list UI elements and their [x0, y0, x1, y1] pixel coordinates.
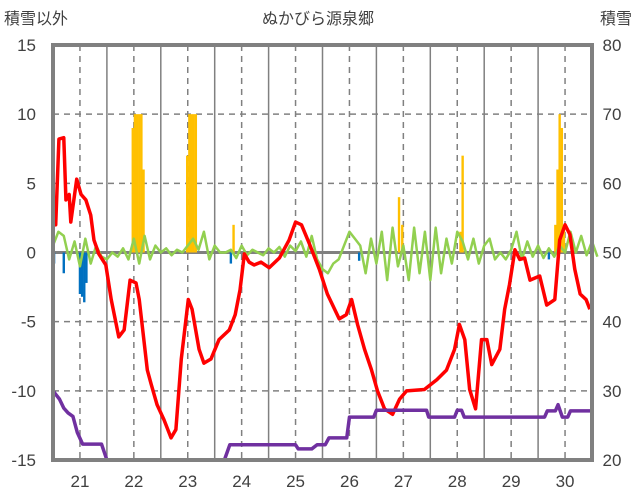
negative-bar	[83, 252, 86, 303]
snowfall-bar	[194, 114, 198, 253]
x-tick-label: 23	[178, 472, 197, 491]
snowfall-bar	[397, 197, 401, 253]
snowfall-bar	[133, 114, 137, 253]
snowfall-bar	[188, 114, 191, 253]
snowfall-bar	[554, 224, 557, 253]
snowfall-bar	[190, 114, 193, 253]
snowfall-bar	[131, 128, 134, 253]
negative-bar	[229, 252, 233, 264]
snowfall-bar	[562, 224, 566, 253]
snowfall-bar	[140, 114, 143, 253]
series-lines	[51, 135, 599, 462]
other-series-line	[51, 226, 599, 282]
x-tick-label: 30	[556, 472, 575, 491]
chart-title: ぬかびら源泉郷	[262, 9, 374, 28]
right-tick-label: 80	[603, 36, 622, 55]
x-tick-label: 25	[286, 472, 305, 491]
x-tick-label: 22	[124, 472, 143, 491]
right-tick-label: 70	[603, 105, 622, 124]
snowfall-bar	[459, 231, 462, 253]
negative-bar	[62, 252, 65, 274]
x-tick-label: 28	[448, 472, 467, 491]
negative-bar	[78, 252, 82, 294]
snowfall-bar	[138, 114, 141, 253]
left-tick-label: 0	[27, 244, 36, 263]
left-tick-label: 10	[17, 105, 36, 124]
right-tick-label: 50	[603, 244, 622, 263]
right-axis-title: 積雪	[600, 9, 632, 28]
snowfall-bar	[560, 128, 564, 253]
plot-border	[51, 43, 594, 462]
temperature-line	[52, 135, 592, 440]
x-tick-label: 26	[340, 472, 359, 491]
left-tick-label: -15	[11, 451, 36, 470]
snowfall-bar	[461, 155, 464, 253]
x-tick-label: 21	[70, 472, 89, 491]
tick-labels: 15 80 10 70 5 60 0 50 -5 40 -10 30 -15 20 21 22 23 24 25 26…	[11, 36, 621, 491]
left-tick-label: 15	[17, 36, 36, 55]
negative-bar	[85, 252, 88, 283]
left-tick-label: 5	[27, 174, 36, 193]
snowfall-bar	[192, 114, 195, 253]
right-tick-label: 20	[603, 451, 622, 470]
snowfall-bar	[232, 224, 235, 253]
left-tick-label: -10	[11, 382, 36, 401]
right-tick-label: 30	[603, 382, 622, 401]
negative-bar	[547, 252, 551, 260]
snowfall-bar	[186, 155, 189, 253]
snowfall-bar	[556, 169, 559, 253]
left-tick-label: -5	[21, 313, 36, 332]
snowfall-bar	[142, 169, 145, 253]
bars	[52, 114, 566, 303]
snowfall-bar	[558, 114, 561, 253]
left-axis-title: 積雪以外	[4, 9, 68, 28]
right-tick-label: 40	[603, 313, 622, 332]
x-tick-label: 29	[502, 472, 521, 491]
snowfall-bar	[401, 224, 404, 253]
negative-bar	[80, 252, 84, 297]
snow-depth-line	[51, 389, 592, 462]
snowfall-bar	[135, 114, 139, 253]
x-tick-label: 27	[394, 472, 413, 491]
negative-bar	[357, 252, 361, 261]
right-tick-label: 60	[603, 174, 622, 193]
x-tick-label: 24	[232, 472, 251, 491]
plot-frame	[51, 43, 594, 462]
